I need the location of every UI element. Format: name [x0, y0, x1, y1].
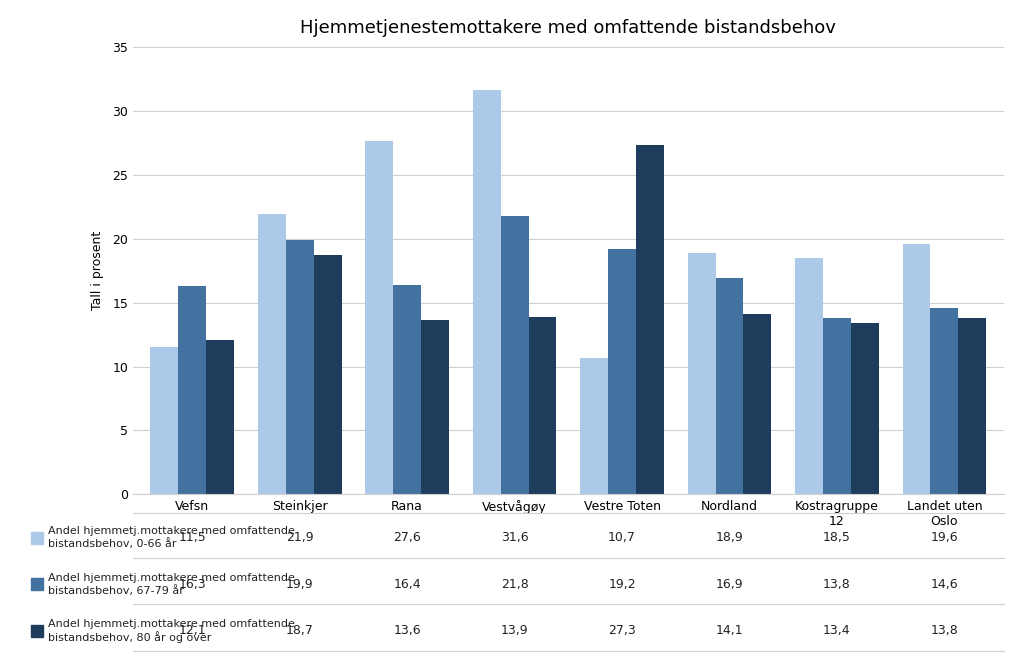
Bar [286, 240, 313, 494]
Bar [178, 286, 206, 494]
Text: Andel hjemmetj.mottakere med omfattende
bistandsbehov, 67-79 år: Andel hjemmetj.mottakere med omfattende … [48, 573, 295, 595]
Bar [608, 249, 636, 494]
Text: 13,8: 13,8 [931, 624, 958, 638]
Text: Andel hjemmetj.mottakere med omfattende
bistandsbehov, 0-66 år: Andel hjemmetj.mottakere med omfattende … [48, 527, 295, 549]
Text: 13,9: 13,9 [501, 624, 528, 638]
Text: 19,6: 19,6 [931, 531, 958, 544]
Bar [421, 320, 450, 494]
Y-axis label: Tall i prosent: Tall i prosent [91, 231, 104, 310]
Bar [581, 357, 608, 494]
Text: 31,6: 31,6 [501, 531, 528, 544]
Bar [687, 253, 716, 494]
Bar [501, 215, 528, 494]
Bar [258, 214, 286, 494]
Bar [931, 308, 958, 494]
Text: 19,9: 19,9 [286, 578, 313, 591]
Text: 14,6: 14,6 [931, 578, 958, 591]
Bar [366, 141, 393, 494]
Text: 16,9: 16,9 [716, 578, 743, 591]
Text: 16,4: 16,4 [393, 578, 421, 591]
Text: 13,8: 13,8 [823, 578, 851, 591]
Text: 18,9: 18,9 [716, 531, 743, 544]
Text: 16,3: 16,3 [178, 578, 206, 591]
Text: 19,2: 19,2 [608, 578, 636, 591]
Bar [151, 347, 178, 494]
Text: 13,4: 13,4 [823, 624, 851, 638]
Bar [902, 244, 931, 494]
Text: 21,9: 21,9 [286, 531, 313, 544]
Text: 27,6: 27,6 [393, 531, 421, 544]
Bar [958, 318, 986, 494]
Bar [206, 340, 234, 494]
Bar [823, 318, 851, 494]
Bar [393, 285, 421, 494]
Text: 14,1: 14,1 [716, 624, 743, 638]
Bar [716, 278, 743, 494]
Text: 10,7: 10,7 [608, 531, 636, 544]
Text: 11,5: 11,5 [178, 531, 206, 544]
Bar [795, 258, 823, 494]
Bar [313, 256, 342, 494]
Text: Andel hjemmetj.mottakere med omfattende
bistandsbehov, 80 år og over: Andel hjemmetj.mottakere med omfattende … [48, 619, 295, 643]
Text: 18,7: 18,7 [286, 624, 313, 638]
Text: 13,6: 13,6 [393, 624, 421, 638]
Bar [851, 323, 879, 494]
Text: 18,5: 18,5 [823, 531, 851, 544]
Text: 12,1: 12,1 [178, 624, 206, 638]
Bar [636, 145, 664, 494]
Text: 27,3: 27,3 [608, 624, 636, 638]
Bar [528, 316, 556, 494]
Text: 21,8: 21,8 [501, 578, 528, 591]
Title: Hjemmetjenestemottakere med omfattende bistandsbehov: Hjemmetjenestemottakere med omfattende b… [300, 19, 837, 37]
Bar [473, 90, 501, 494]
Bar [743, 314, 771, 494]
